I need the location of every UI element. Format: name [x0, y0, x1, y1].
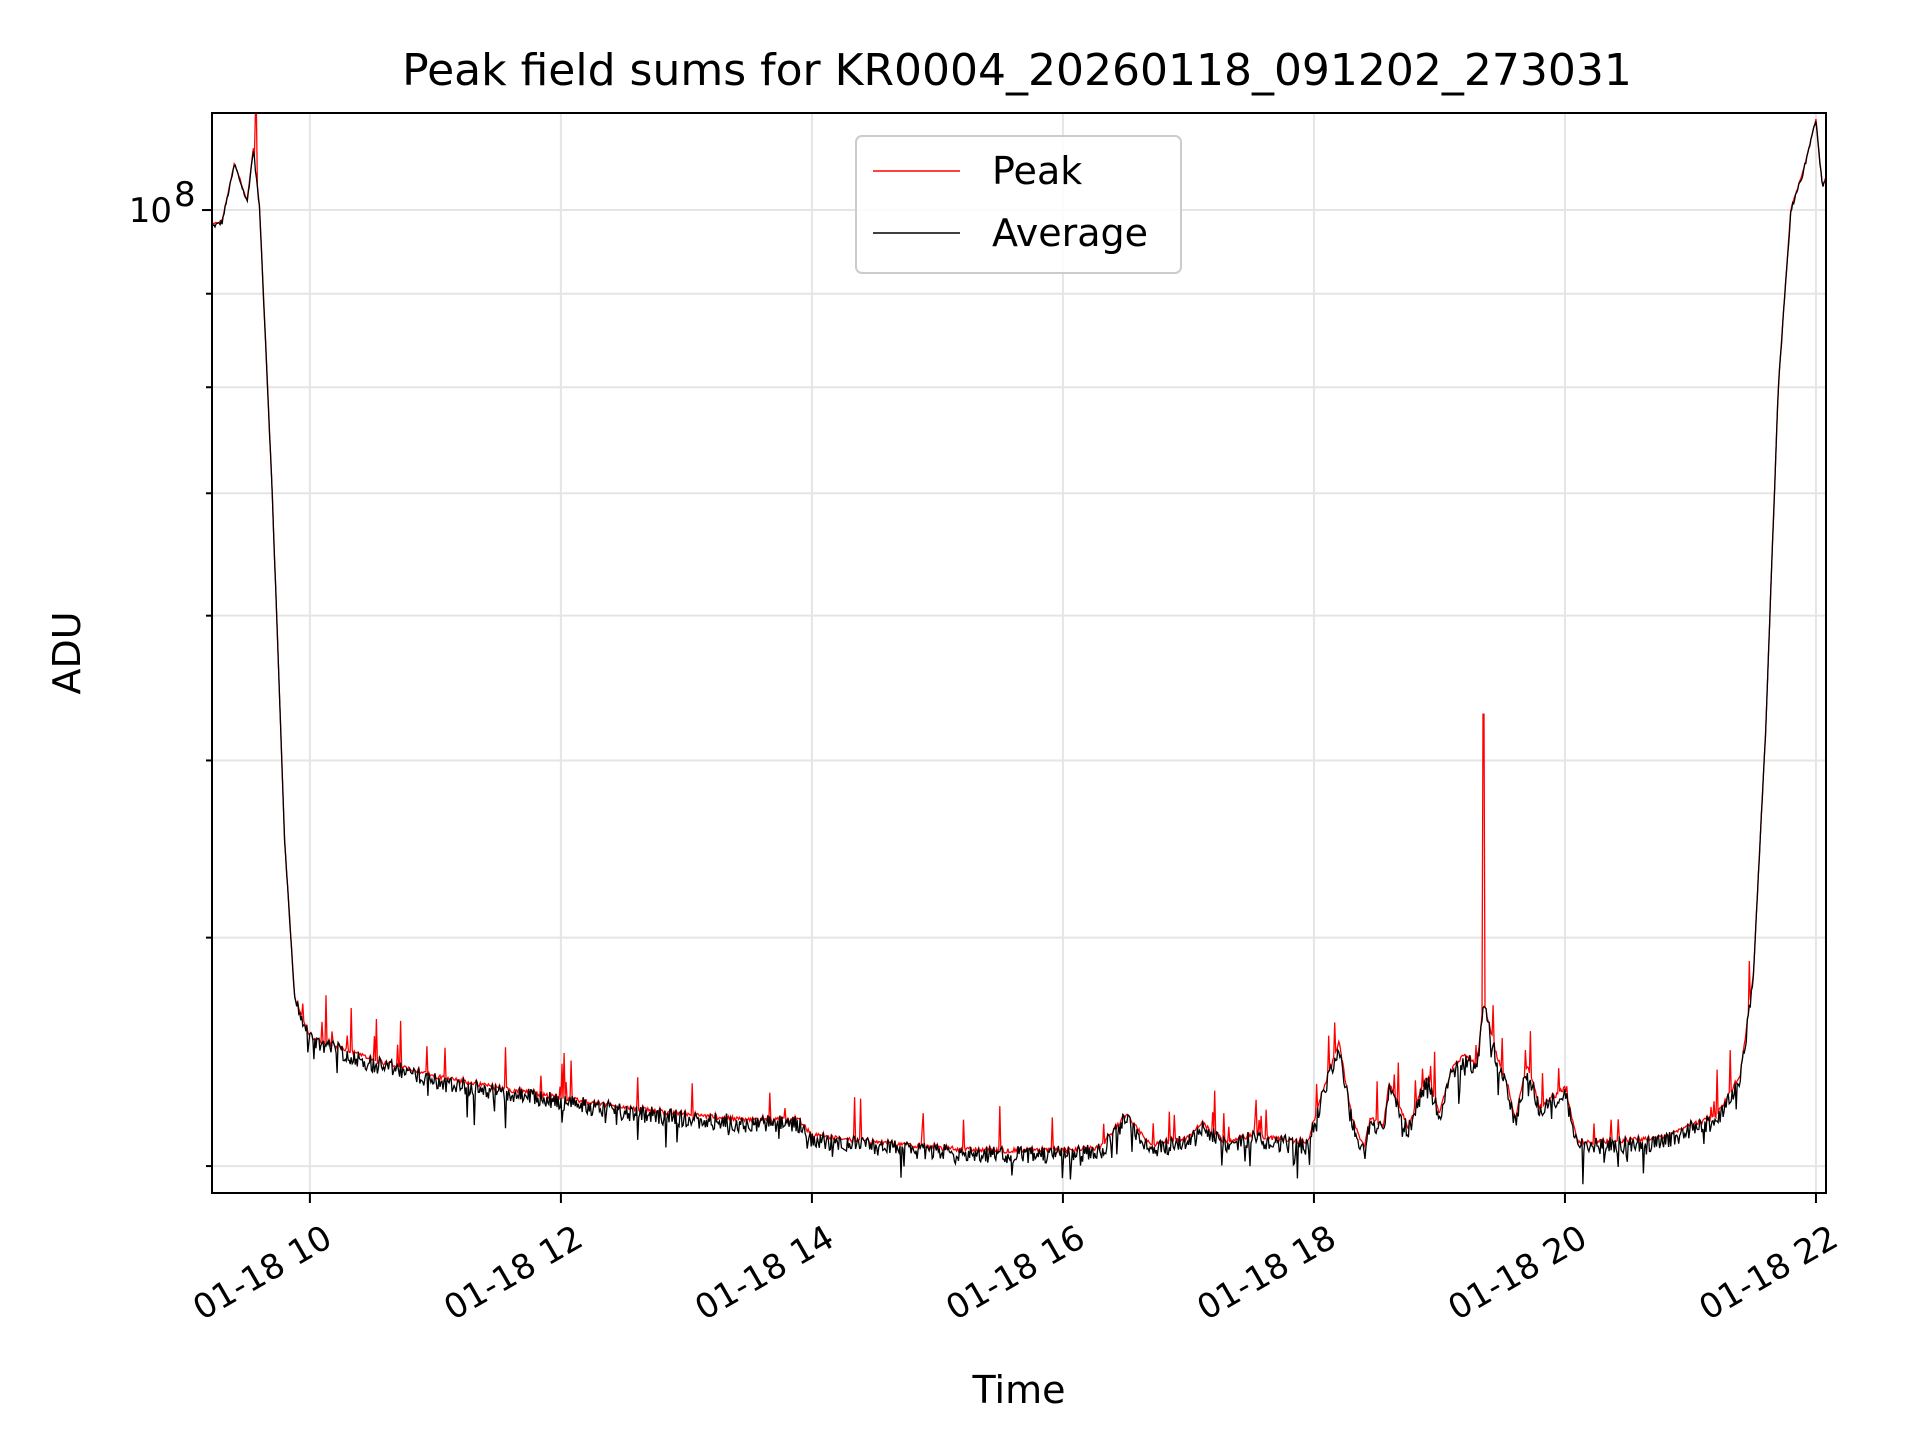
legend-peak-label: Peak — [992, 149, 1082, 193]
y-tick-label-exponent: 8 — [174, 175, 196, 215]
y-ticks: 10 8 — [129, 175, 212, 1168]
series-average — [211, 121, 1827, 1185]
plot-frame — [211, 112, 1827, 1194]
y-tick-label: 10 — [129, 191, 172, 231]
series-average-line — [211, 121, 1827, 1185]
chart-title: Peak field sums for KR0004_20260118_0912… — [402, 45, 1632, 96]
legend: Peak Average — [855, 135, 1182, 274]
legend-average-label: Average — [992, 211, 1148, 255]
y-axis-label: ADU — [45, 611, 89, 694]
x-axis-label: Time — [972, 1368, 1066, 1412]
